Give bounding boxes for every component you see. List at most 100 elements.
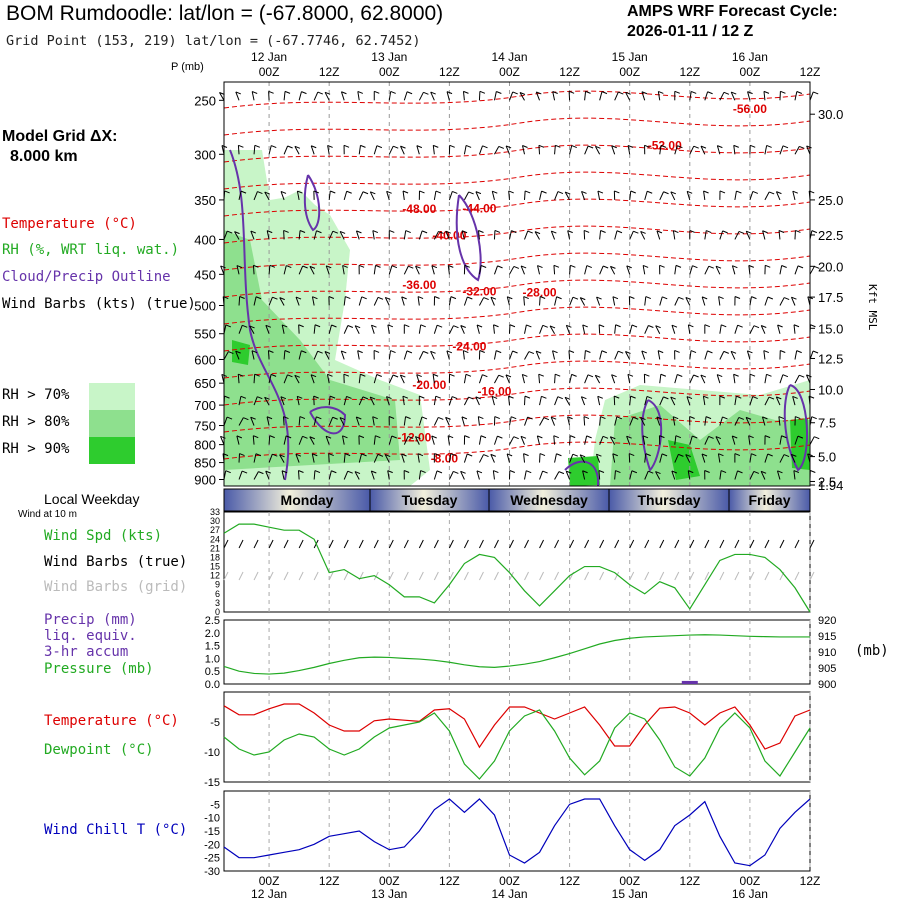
wind-barb-feather <box>767 453 773 457</box>
wind-barb <box>403 91 408 101</box>
wind-barb <box>388 435 393 445</box>
wind-barb-feather <box>286 265 292 269</box>
wind-barb <box>268 145 272 155</box>
wind-barb-feather <box>371 470 377 474</box>
wind-barb <box>614 416 618 426</box>
wind-barb <box>253 191 258 201</box>
rh90-swatch <box>89 437 135 464</box>
wind-barb-feather <box>629 296 635 299</box>
surface-barb-grid <box>659 571 665 581</box>
wind-barb <box>674 454 679 463</box>
time-label-upper: 12Z <box>800 65 821 79</box>
wind-barb <box>298 416 301 426</box>
wind-barb-feather <box>690 350 697 354</box>
wind-barb-feather <box>356 230 362 234</box>
wind-barb-feather <box>524 190 531 194</box>
wind-barb-feather <box>702 296 708 300</box>
wind-barb-feather <box>565 191 571 195</box>
wind-barb-feather <box>512 350 518 354</box>
wind-barb-feather <box>675 435 682 439</box>
wind-barb <box>594 375 601 384</box>
wind-barb-feather <box>250 230 257 234</box>
temperature-tick: -10 <box>204 747 220 759</box>
surface-barb-grid <box>554 571 560 581</box>
pressure-tick-label: 850 <box>194 456 216 471</box>
wind-barb-feather <box>572 296 579 300</box>
wind-barb <box>567 230 571 240</box>
wind-barb-feather <box>749 373 756 377</box>
wind-barb <box>764 191 770 201</box>
wind-barb <box>640 417 646 426</box>
wind-barb-feather <box>659 435 665 439</box>
wind-barb <box>627 374 631 384</box>
wind-barb <box>401 296 405 306</box>
wind-barb-feather <box>674 90 680 94</box>
wind-barb-feather <box>342 264 348 268</box>
wind-barb-feather <box>309 265 316 269</box>
wind-barb-feather <box>482 374 488 378</box>
wind-barb-feather <box>341 350 347 354</box>
wind-barb <box>520 436 525 445</box>
label-wind-barbs-grid: Wind Barbs (grid) <box>44 579 188 595</box>
wind-barb <box>253 396 258 406</box>
wind-chill-tick: -15 <box>204 826 220 838</box>
wind-barb-feather <box>689 229 695 233</box>
legend-temperature: Temperature (°C) <box>2 216 137 232</box>
wind-barb-feather <box>765 264 771 268</box>
time-label-bottom: 12Z <box>319 874 340 888</box>
model-grid-label: Model Grid ΔX: 8.000 km <box>2 127 118 167</box>
wind-barb-feather <box>225 470 231 474</box>
wind-barb <box>749 453 752 463</box>
wind-barb <box>524 470 527 480</box>
wind-barb <box>659 396 664 406</box>
wind-barb-feather <box>360 144 366 148</box>
precip-tick: 2.0 <box>205 628 220 640</box>
surface-barb-true <box>268 539 274 549</box>
wind-barb-feather <box>813 91 819 95</box>
temperature-label: -28.00 <box>523 285 557 299</box>
wind-barb-feather <box>601 350 608 354</box>
wind-barb-feather <box>251 91 258 94</box>
wind-barb-feather <box>795 416 801 419</box>
wind-barb <box>478 265 482 275</box>
wind-barb <box>703 190 706 200</box>
wind-barb-feather <box>732 435 738 439</box>
wind-barb <box>494 146 500 155</box>
wind-barb-feather <box>392 374 399 378</box>
surface-barb-grid <box>704 571 710 581</box>
wind-barb-feather <box>239 296 245 299</box>
wind-barb <box>448 325 454 334</box>
precip-tick: 1.0 <box>205 653 220 665</box>
wind-barb <box>418 92 424 101</box>
surface-barb-grid <box>268 571 274 581</box>
wind-barb <box>583 416 586 426</box>
wind-barb-feather <box>376 374 382 377</box>
wind-barb <box>373 297 379 306</box>
surface-barb-true <box>223 539 229 549</box>
wind-barb-feather <box>295 453 302 457</box>
wind-barb-feather <box>796 91 803 94</box>
wind-barb-feather <box>642 264 649 268</box>
wind-barb <box>569 453 574 463</box>
wind-barb-feather <box>328 296 335 299</box>
wind-barb <box>478 145 483 155</box>
wind-barb-feather <box>284 90 291 94</box>
rh70-region-upper <box>280 190 325 240</box>
wind-barb <box>614 324 617 334</box>
wind-barb-feather <box>557 396 563 400</box>
wind-barb-feather <box>465 373 472 377</box>
wind-barb <box>565 470 571 480</box>
surface-barb-grid <box>313 571 319 581</box>
wind-barb-feather <box>238 373 244 377</box>
isotherm-line <box>223 306 811 325</box>
wind-barb <box>749 396 754 406</box>
wind-barb <box>599 230 602 240</box>
wind-barb <box>597 190 601 201</box>
wind-barb <box>584 374 589 384</box>
wind-barb-feather <box>587 145 594 149</box>
wind-barb-feather <box>509 470 515 473</box>
wind-barb-feather <box>447 435 454 439</box>
time-label-date: 16 Jan <box>732 887 768 900</box>
wind-barb <box>809 91 814 101</box>
wind-barb-feather <box>325 435 332 439</box>
